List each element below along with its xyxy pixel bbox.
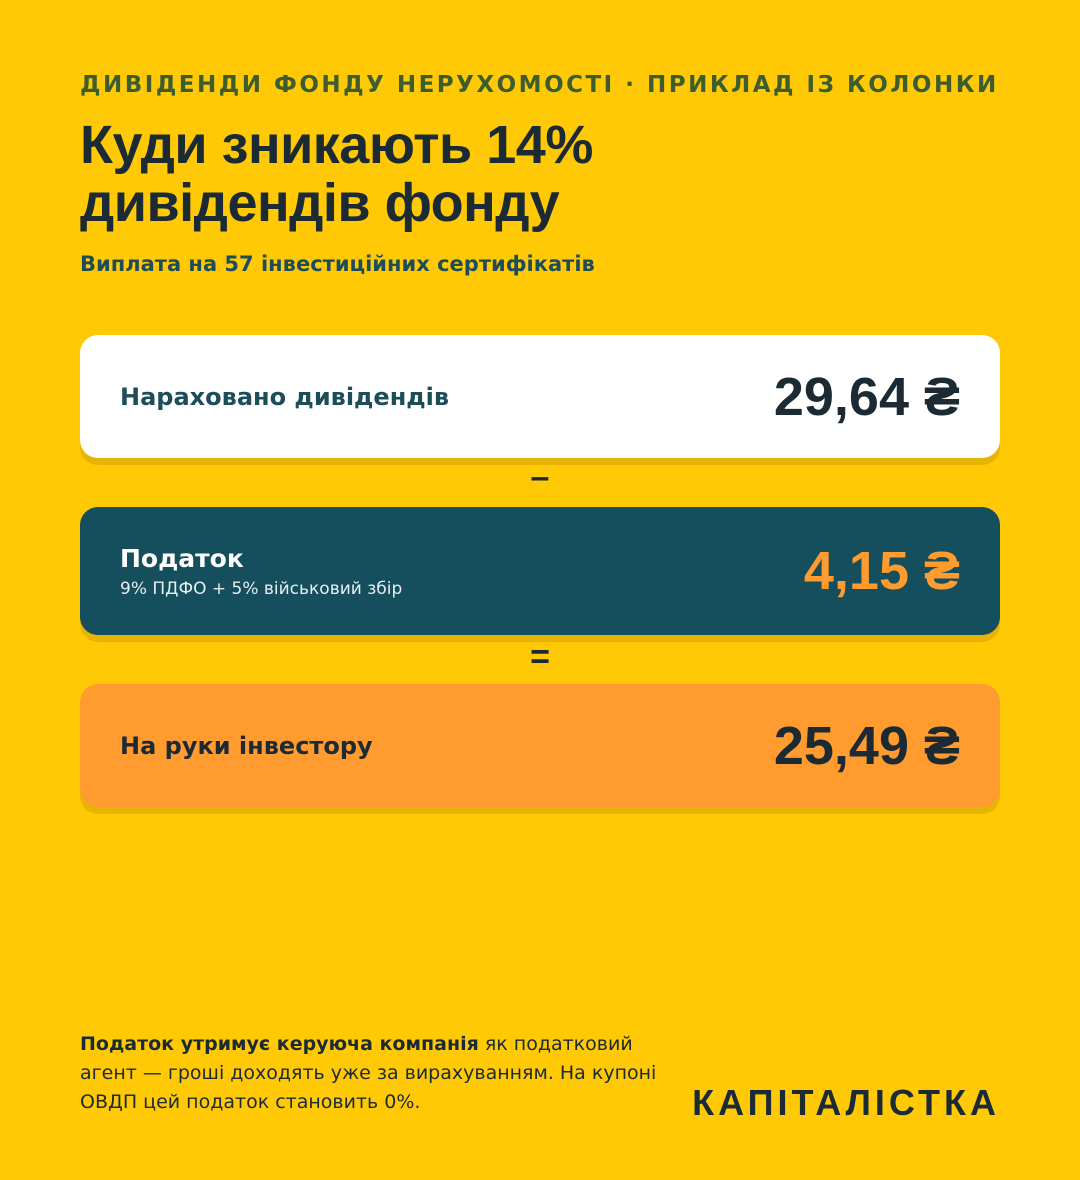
tax-card: Податок 9% ПДФО + 5% військовий збір 4,1… — [80, 507, 1000, 635]
footnote-bold: Податок утримує керуюча компанія — [80, 1033, 479, 1055]
title-line-1: Куди зникають 14% — [80, 115, 593, 175]
brand-logo: КАПІТАЛІСТКА — [692, 1082, 1000, 1123]
accrued-dividends-label: Нараховано дивідендів — [120, 382, 450, 411]
net-payout-amount: 25,49 ₴ — [773, 715, 960, 776]
footnote: Податок утримує керуюча компанія як пода… — [80, 1030, 670, 1117]
tax-amount: 4,15 ₴ — [803, 541, 960, 601]
equals-operator: = — [530, 638, 550, 676]
tax-text-group: Податок 9% ПДФО + 5% військовий збір — [120, 544, 402, 599]
net-payout-label: На руки інвестору — [120, 731, 373, 760]
footnote-text: як податковий агент — гроші доходять уже… — [80, 1033, 657, 1113]
page-title: Куди зникають 14% дивідендів фонду — [80, 116, 980, 232]
kicker-label: ДИВІДЕНДИ ФОНДУ НЕРУХОМОСТІ · ПРИКЛАД ІЗ… — [80, 72, 999, 98]
minus-operator: – — [530, 458, 550, 496]
page-subtitle: Виплата на 57 інвестиційних сертифікатів — [80, 252, 595, 276]
tax-note: 9% ПДФО + 5% військовий збір — [120, 578, 403, 599]
title-line-2: дивідендів фонду — [80, 173, 560, 233]
tax-label: Податок — [120, 543, 244, 573]
accrued-dividends-amount: 29,64 ₴ — [773, 366, 960, 427]
accrued-dividends-card: Нараховано дивідендів 29,64 ₴ — [80, 335, 1000, 458]
net-payout-card: На руки інвестору 25,49 ₴ — [80, 684, 1000, 807]
